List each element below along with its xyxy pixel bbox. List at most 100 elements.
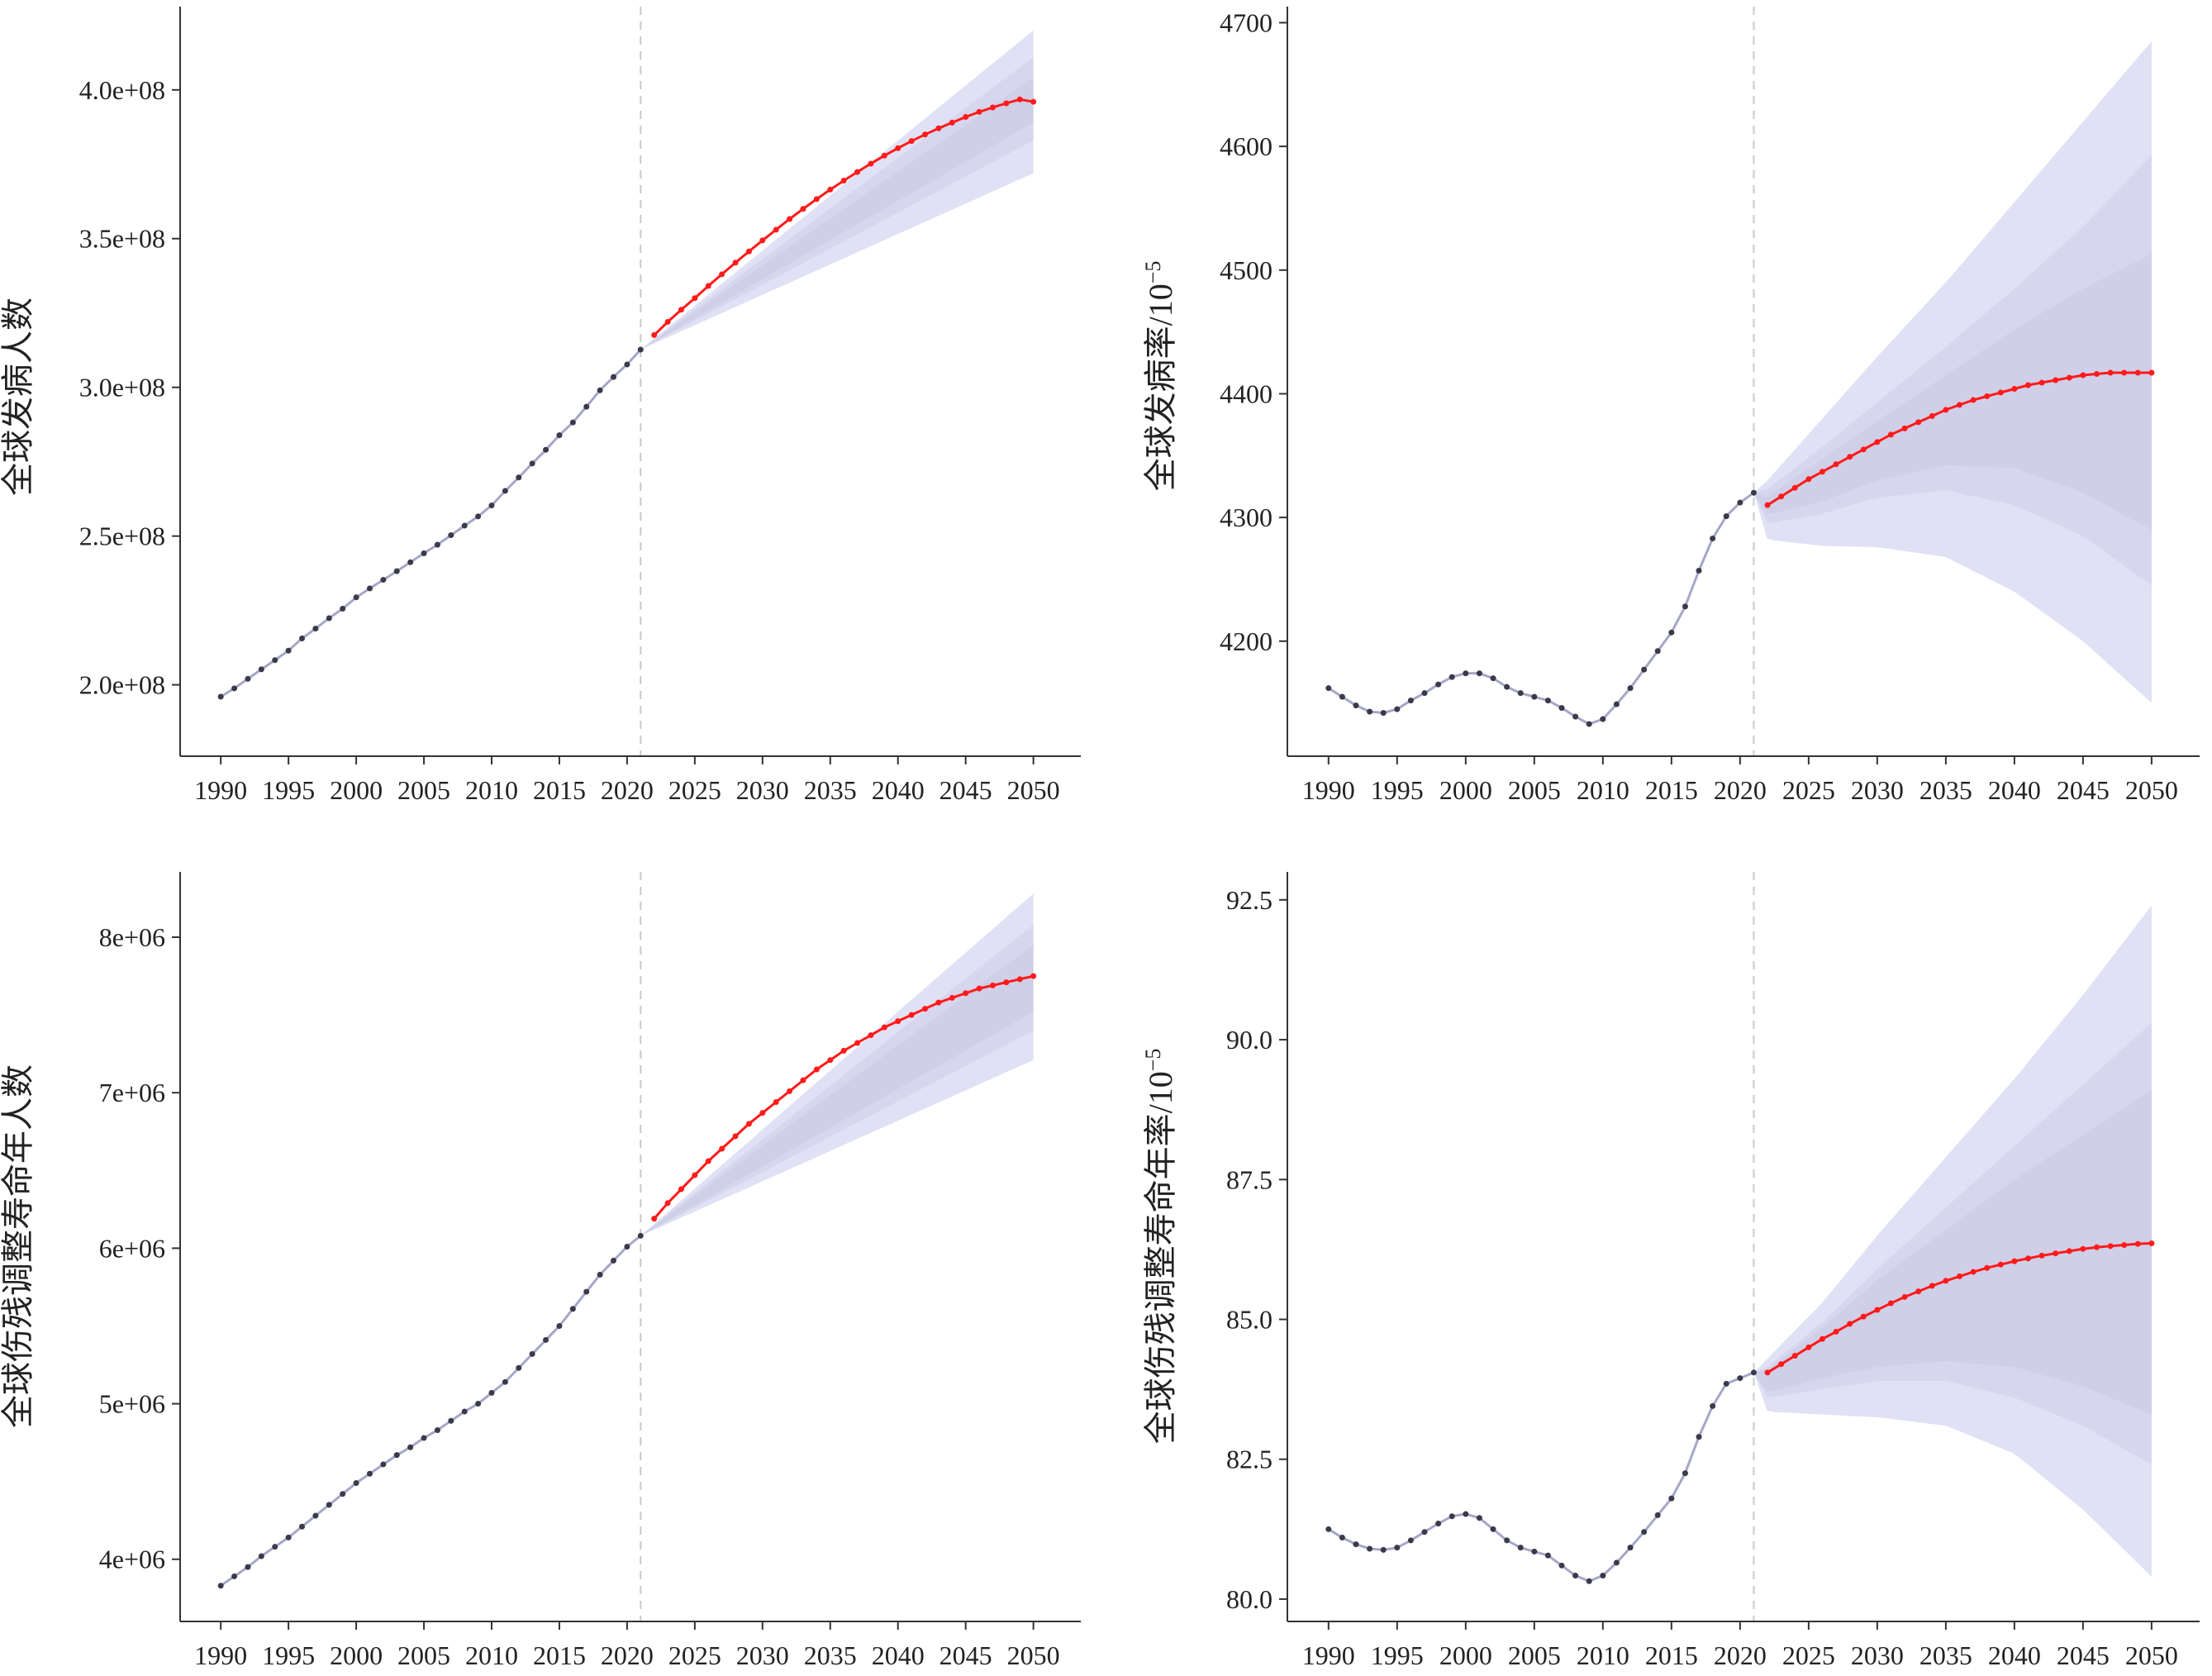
predicted-point — [2134, 1240, 2141, 1247]
predicted-point — [1819, 1336, 1825, 1342]
observed-point — [299, 1523, 306, 1530]
observed-point — [1668, 629, 1675, 636]
predicted-point — [813, 1066, 820, 1073]
observed-point — [340, 605, 346, 612]
observed-point — [1627, 685, 1634, 692]
predicted-point — [1943, 407, 1949, 413]
observed-point — [1641, 1529, 1648, 1536]
predicted-point — [1874, 439, 1881, 445]
predicted-point — [2011, 1258, 2018, 1264]
predicted-point — [1997, 1261, 2004, 1268]
predicted-point — [2080, 372, 2086, 379]
predicted-point — [745, 248, 752, 255]
observed-point — [353, 594, 359, 601]
observed-point — [1353, 1541, 1359, 1548]
predicted-point — [1860, 1313, 1867, 1320]
observed-point — [1449, 674, 1455, 680]
predicted-point — [1929, 412, 1935, 419]
observed-point — [1627, 1545, 1634, 1551]
predicted-point — [2038, 379, 2045, 386]
observed-point — [1421, 1529, 1428, 1536]
x-tick-label: 2015 — [1645, 1640, 1698, 1670]
observed-point — [1435, 1521, 1442, 1527]
uncertainty-band-inner — [1753, 254, 2152, 531]
observed-point — [285, 647, 292, 654]
predicted-point — [2024, 382, 2031, 388]
x-tick-label: 2030 — [736, 1640, 789, 1670]
predicted-point — [840, 178, 847, 184]
x-tick-label: 2030 — [1851, 1640, 1904, 1670]
observed-point — [272, 657, 278, 664]
y-tick-label: 4400 — [1220, 379, 1272, 408]
x-tick-label: 1990 — [1302, 1640, 1355, 1670]
x-tick-label: 2015 — [1645, 775, 1698, 805]
predicted-point — [922, 1006, 929, 1012]
observed-point — [529, 1350, 535, 1357]
observed-point — [597, 1271, 603, 1278]
x-tick-label: 2020 — [601, 775, 654, 805]
predicted-point — [800, 1077, 806, 1083]
predicted-point — [854, 1040, 861, 1046]
predicted-point — [854, 169, 861, 175]
predicted-point — [1764, 1369, 1771, 1376]
y-tick-label: 5e+06 — [99, 1389, 165, 1419]
observed-point — [1367, 708, 1373, 715]
predicted-point — [1887, 1300, 1894, 1307]
predicted-point — [787, 1088, 793, 1094]
predicted-point — [719, 1145, 725, 1152]
observed-point — [217, 693, 224, 700]
predicted-point — [1791, 1352, 1798, 1359]
predicted-point — [813, 196, 820, 202]
x-tick-label: 2010 — [1577, 1640, 1629, 1670]
predicted-point — [2038, 1252, 2045, 1259]
predicted-point — [895, 1018, 901, 1025]
observed-point — [556, 432, 563, 439]
predicted-point — [2066, 1248, 2072, 1255]
x-tick-label: 2035 — [1919, 1640, 1972, 1670]
observed-point — [231, 685, 238, 692]
x-tick-label: 2005 — [1508, 775, 1561, 805]
predicted-point — [963, 990, 969, 997]
observed-point — [583, 1288, 590, 1295]
predicted-point — [976, 108, 982, 115]
observed-point — [1586, 1578, 1592, 1584]
observed-point — [1353, 702, 1359, 709]
observed-point — [1750, 1369, 1757, 1376]
predicted-point — [868, 160, 874, 167]
observed-point — [1572, 713, 1579, 720]
predicted-point — [678, 1186, 684, 1193]
x-tick-label: 2000 — [330, 1640, 383, 1670]
ylabel-daly-count: 全球伤残调整寿命年人数 — [0, 1064, 36, 1428]
predicted-point — [664, 319, 671, 326]
observed-point — [1421, 690, 1428, 697]
observed-point — [380, 1461, 387, 1468]
predicted-point — [1915, 419, 1922, 426]
y-tick-label: 80.0 — [1226, 1584, 1272, 1614]
observed-point — [611, 1257, 617, 1264]
observed-point — [393, 568, 400, 574]
observed-point — [448, 532, 454, 539]
y-tick-label: 7e+06 — [99, 1078, 165, 1107]
x-tick-label: 1990 — [194, 1640, 247, 1670]
x-tick-label: 2045 — [940, 1640, 992, 1670]
predicted-point — [908, 138, 915, 145]
x-tick-label: 2020 — [601, 1640, 654, 1670]
predicted-point — [1997, 389, 2004, 396]
observed-point — [1723, 513, 1729, 520]
observed-point — [407, 559, 414, 565]
predicted-point — [1016, 976, 1023, 983]
observed-point — [461, 1408, 468, 1415]
observed-point — [1517, 690, 1524, 697]
x-tick-label: 2000 — [1439, 775, 1492, 805]
observed-point — [299, 635, 306, 641]
y-tick-label: 82.5 — [1226, 1445, 1272, 1474]
predicted-point — [1003, 979, 1010, 986]
predicted-point — [2053, 1250, 2059, 1257]
observed-point — [1531, 693, 1538, 700]
predicted-point — [989, 104, 996, 111]
predicted-point — [1833, 1328, 1839, 1335]
observed-point — [488, 1389, 495, 1396]
observed-point — [1380, 710, 1387, 717]
predicted-point — [1901, 1293, 1908, 1300]
observed-point — [556, 1322, 563, 1329]
